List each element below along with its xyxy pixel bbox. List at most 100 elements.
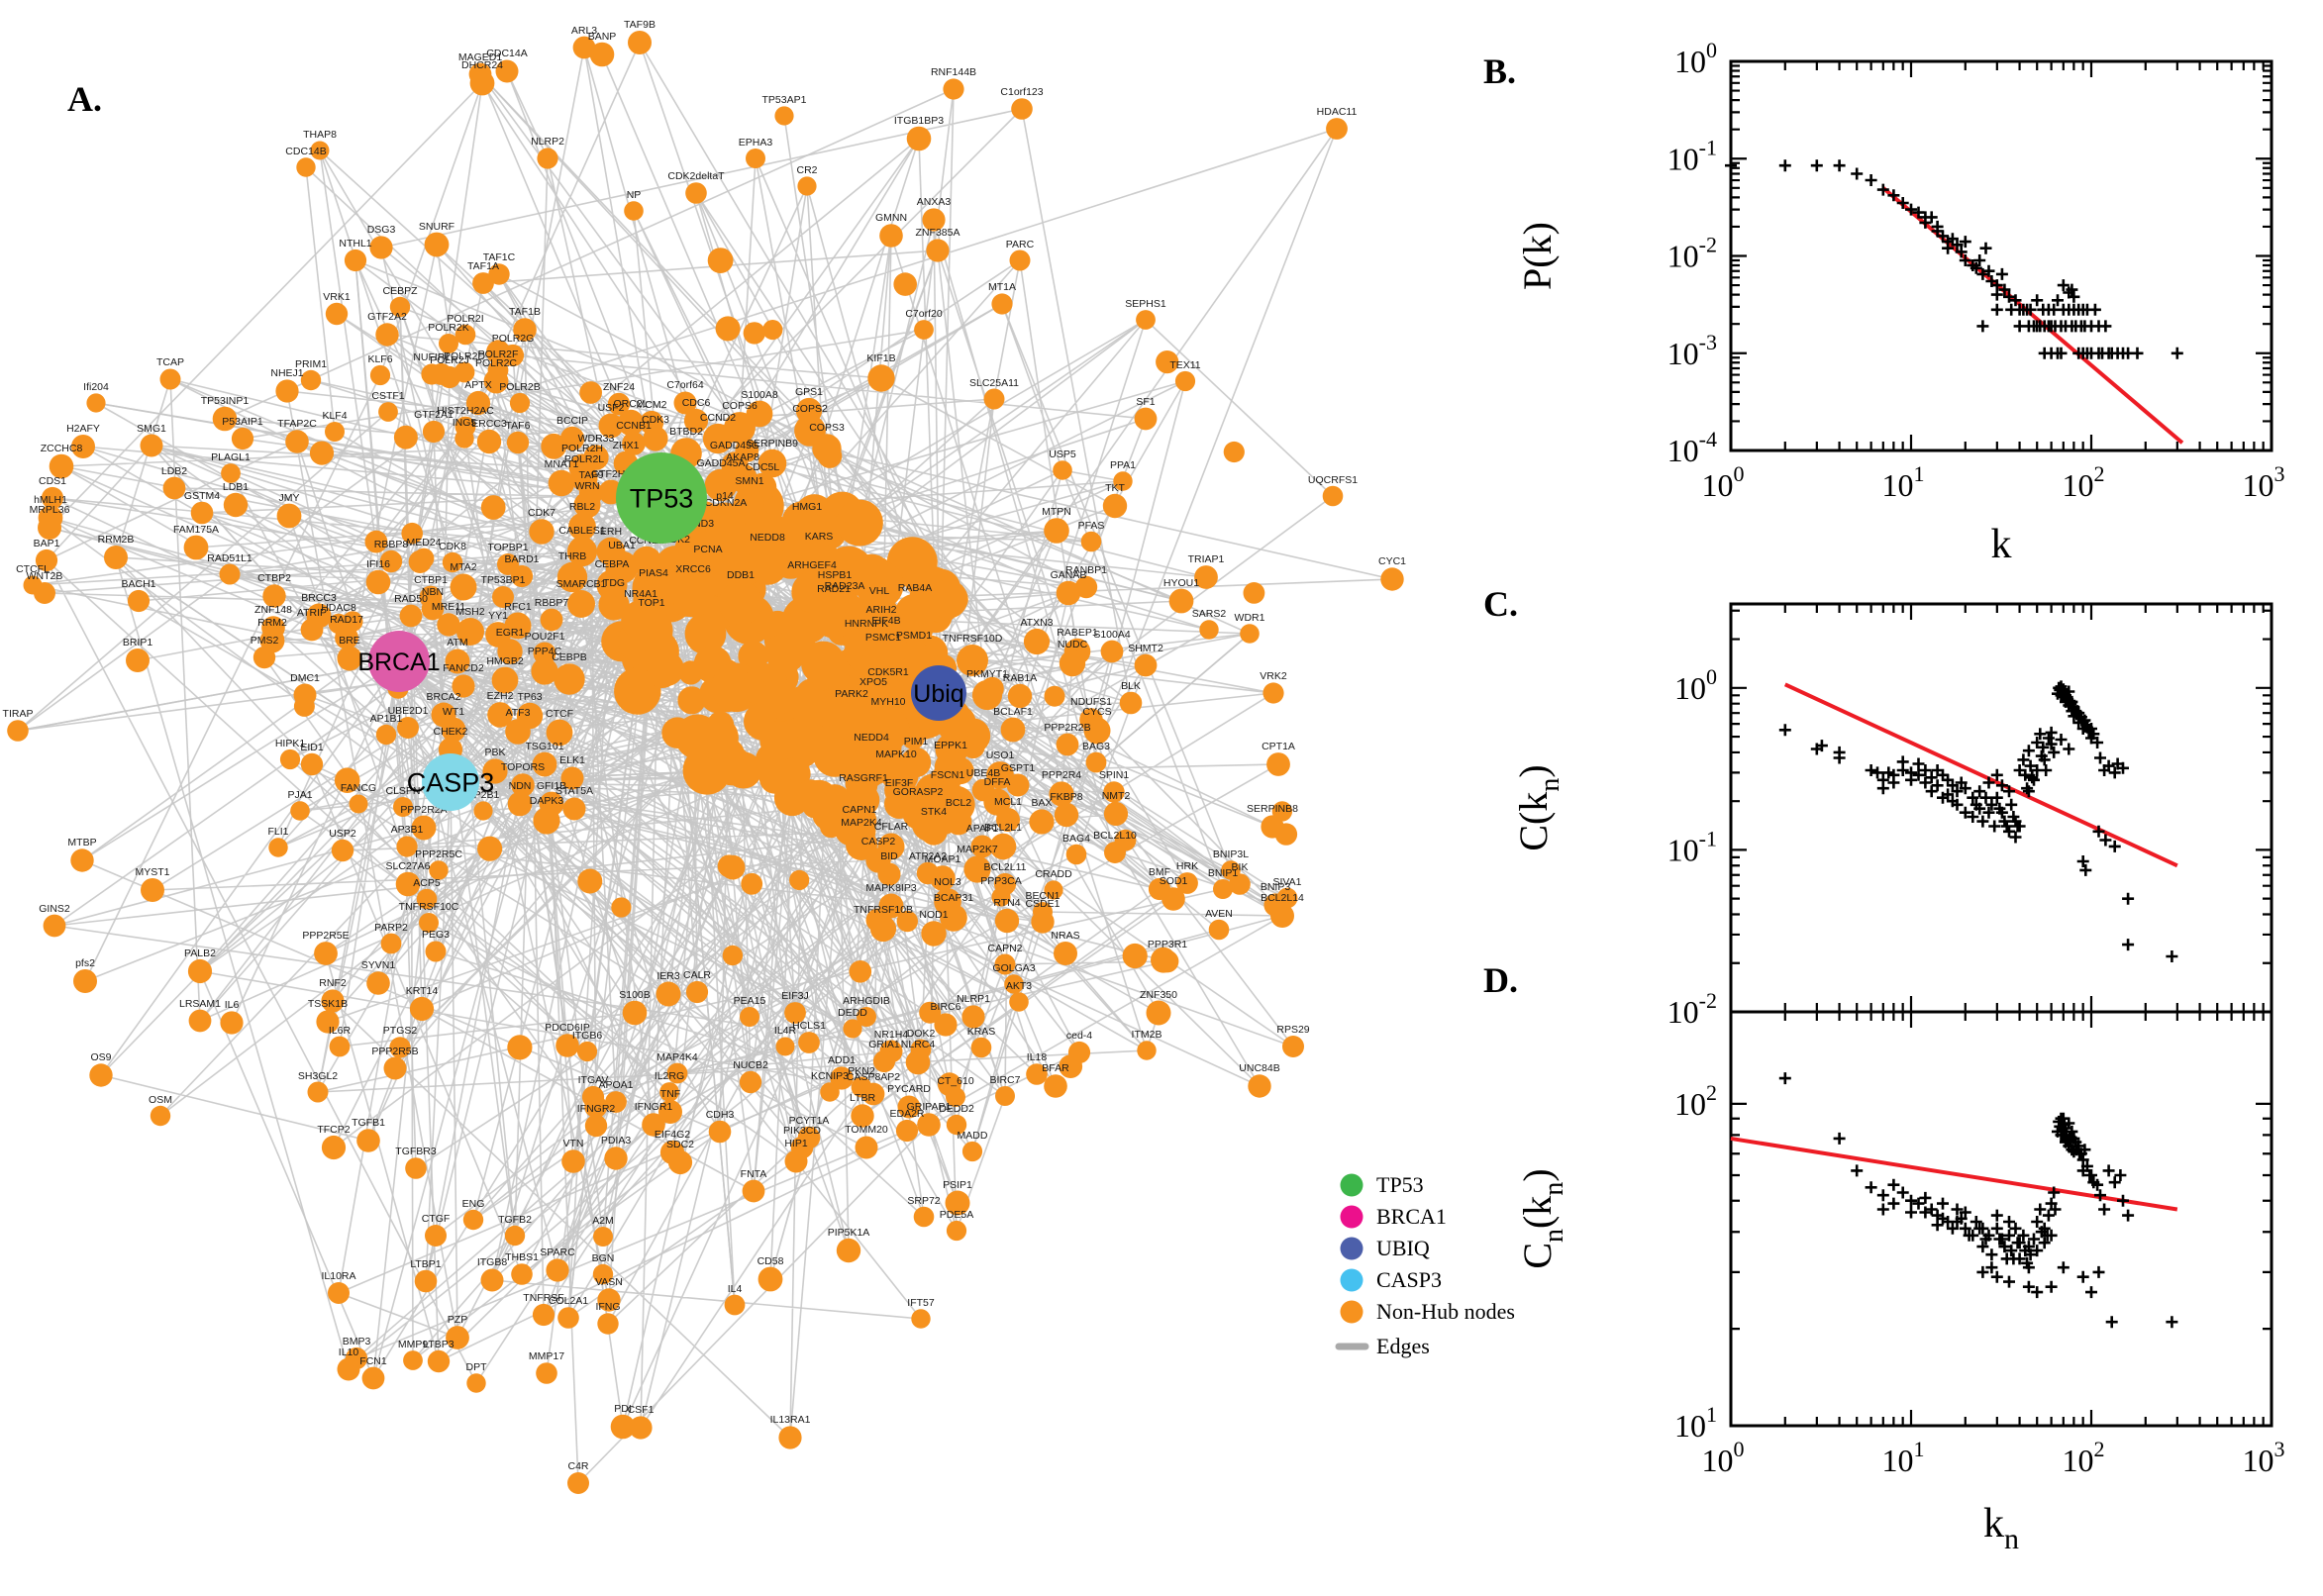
network-node [509,392,531,414]
network-node-label: ARHGEF4 [787,559,837,571]
network-node-label: PPA1 [1110,459,1136,471]
network-node-label: GANAB [1051,569,1087,581]
network-node [441,717,466,743]
network-node-label: PJA1 [287,789,312,801]
network-node-label: APTX [464,379,491,391]
network-node [1083,717,1111,745]
network-node-label: PIM1 [904,736,929,748]
network-node [913,1206,935,1228]
network-node-label: NMT2 [1102,790,1131,802]
network-node [677,686,706,715]
network-node-label: ARHGDIB [843,995,890,1007]
network-node-label: PKN2 [848,1065,875,1077]
network-node-label: PBK [484,747,505,758]
network-node-label: CDC6 [682,397,711,409]
legend-item-label: Non-Hub nodes [1376,1299,1515,1324]
network-node-label: RABEP1 [1057,627,1098,639]
network-node [290,801,310,821]
network-node [577,868,603,894]
network-node [624,201,644,221]
network-node [878,893,904,919]
network-node [1054,802,1079,828]
network-node [325,422,345,442]
network-node [704,502,746,544]
axis-tick-label: 10-3 [1667,330,1717,371]
network-node [505,719,531,745]
network-node-label: LTBP1 [410,1258,441,1270]
network-node [488,263,510,285]
network-node-label: CDC14B [285,146,326,157]
network-node [482,758,508,784]
network-node-label: CDK8 [439,541,466,552]
network-node [321,1135,347,1160]
network-node-label: IFI16 [366,558,390,570]
network-node-label: MSH2 [455,606,484,618]
network-node-label: IL4R [774,1025,797,1037]
network-node-label: FKBP8 [1050,791,1082,803]
network-node-label: NHEJ1 [270,367,303,379]
scatter-points [1778,680,2178,962]
network-node-label: MAP2K4 [841,817,882,829]
network-node-label: CTGF [422,1213,451,1225]
network-node-label: LDB2 [161,465,187,477]
network-node-label: CRADD [1035,868,1072,880]
network-node-label: KARS [805,531,834,543]
legend-item-label: Edges [1376,1334,1430,1358]
network-node [422,420,446,444]
network-node [446,1326,469,1349]
network-node-label: RBBP7 [535,597,569,609]
network-node-label: NLRP1 [957,993,990,1005]
network-node-label: S100B [619,989,651,1001]
network-node-label: IL2RG [655,1070,684,1082]
network-node [344,249,367,272]
network-node [1023,628,1051,655]
network-node-label: OS9 [90,1051,111,1063]
network-node-label: TOPORS [501,761,545,773]
network-node [492,586,514,608]
network-node-label: THAP8 [303,129,337,141]
network-node-label: BAP1 [34,538,60,549]
network-node-label: GOLGA3 [992,962,1035,974]
network-node-label: TOPBP1 [487,542,528,553]
network-node [797,724,833,759]
network-node-label: CDK7 [528,507,556,519]
network-node-label: UQCRFS1 [1308,474,1358,486]
network-node-label: TNFRSF10B [854,904,913,916]
network-node-label: RAD51L1 [207,552,252,564]
network-node-label: MADD [958,1130,988,1142]
network-node-label: BRCA2 [426,691,460,703]
network-node-label: MTBP [67,837,96,848]
legend-swatch-non-hub-nodes [1340,1300,1364,1324]
network-node [989,833,1017,860]
network-node [808,785,843,821]
network-node-label: ELK1 [559,754,585,766]
network-node [1000,717,1026,743]
network-node [268,838,288,857]
network-node-label: BID [880,850,898,862]
network-node-label: FANCG [341,782,376,794]
network-node-label: SYVN1 [361,959,396,971]
network-node-label: UBE4B [966,767,1000,779]
network-node [963,855,991,883]
network-node [275,379,299,403]
network-node-label: ced-4 [1066,1030,1092,1042]
network-node-label: HMG1 [792,501,822,513]
network-node [607,392,631,416]
network-node-label: TAF1B [509,306,541,318]
network-node-label: RFC1 [504,601,532,613]
network-node-label: HIPK1 [275,738,306,749]
network-node [450,573,477,601]
network-node [140,434,163,457]
network-node [735,487,764,517]
network-node [659,1082,679,1102]
network-node [465,390,491,416]
network-node [35,549,58,572]
network-node-label: EGR1 [496,627,525,639]
network-node [396,836,418,857]
network-node-label: NLRP2 [531,136,564,148]
network-node-label: VRK2 [1260,670,1287,682]
network-node [970,1037,992,1058]
network-node [922,208,946,232]
network-node-label: RASGRF1 [839,772,888,784]
